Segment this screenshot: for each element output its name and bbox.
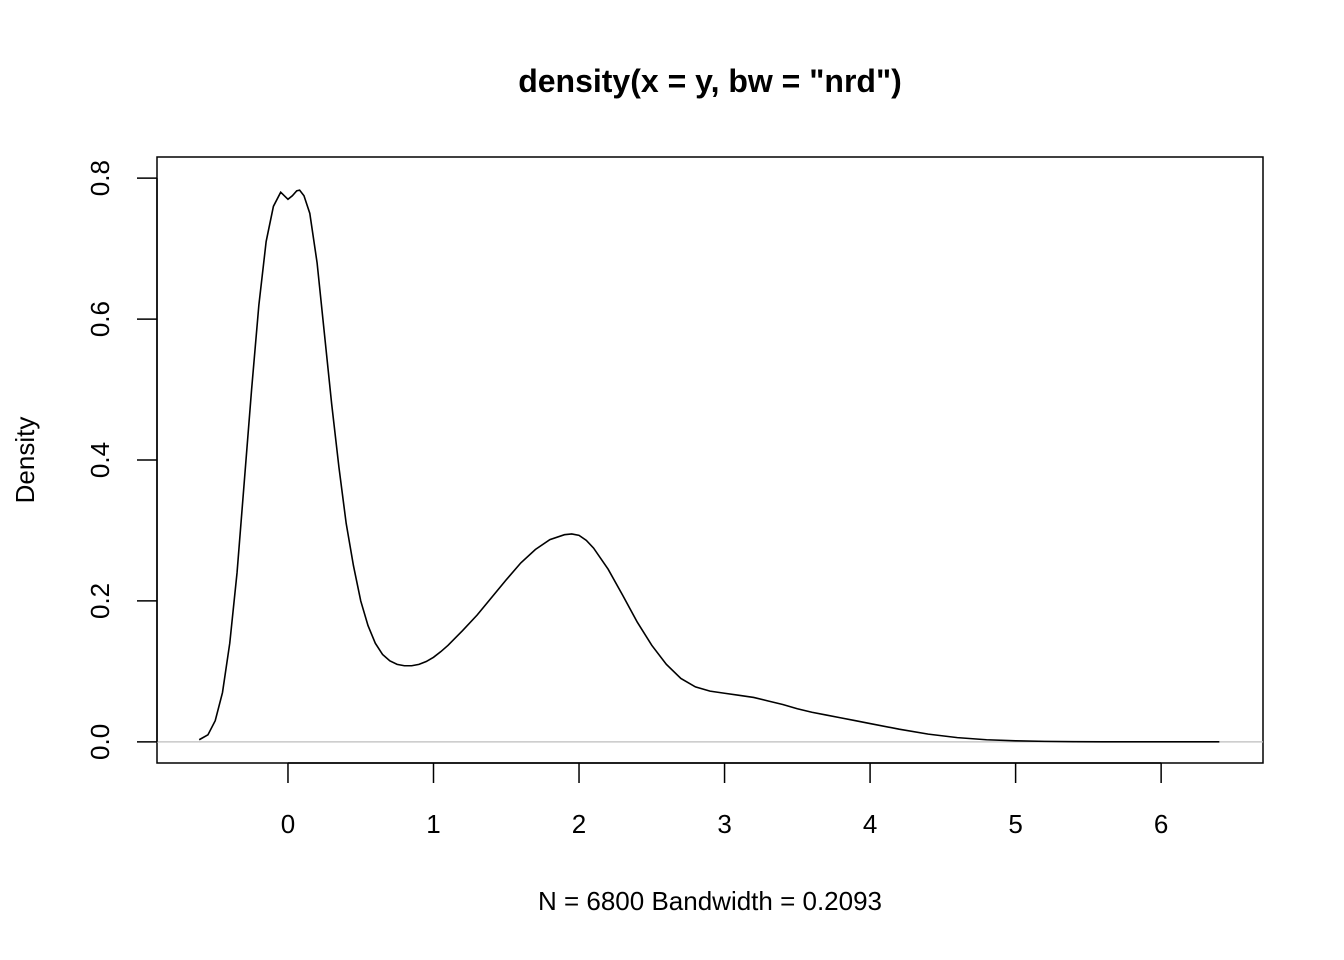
x-tick-label: 2 [572,809,586,839]
y-tick-label: 0.4 [85,442,115,478]
x-tick-label: 3 [717,809,731,839]
x-tick-label: 0 [281,809,295,839]
x-axis: 0 1 2 3 4 5 6 [281,762,1168,839]
x-axis-label: N = 6800 Bandwidth = 0.2093 [538,886,882,916]
y-tick-label: 0.8 [85,160,115,196]
plot-frame [156,156,1264,764]
y-axis: 0.0 0.2 0.4 0.6 0.8 [85,160,158,760]
x-tick-label: 6 [1154,809,1168,839]
y-axis-label: Density [10,417,40,504]
x-tick-label: 5 [1008,809,1022,839]
x-tick-label: 1 [426,809,440,839]
y-tick-label: 0.0 [85,724,115,760]
y-tick-label: 0.2 [85,583,115,619]
density-curve-line [198,189,1220,743]
y-tick-label: 0.6 [85,301,115,337]
chart-title: density(x = y, bw = "nrd") [518,63,902,99]
x-tick-label: 4 [863,809,877,839]
